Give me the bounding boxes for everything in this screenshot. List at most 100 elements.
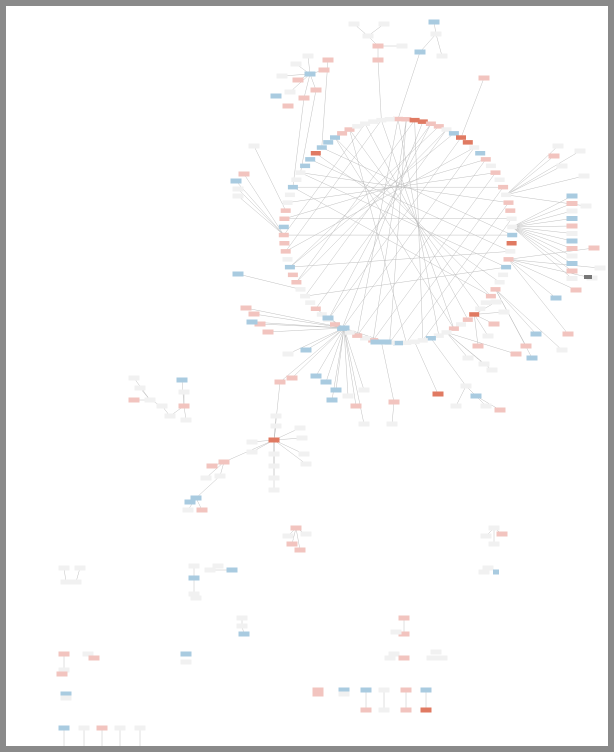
network-node[interactable] [501,264,512,270]
network-node[interactable] [378,687,390,693]
network-node[interactable] [480,533,492,539]
network-node[interactable] [390,629,402,635]
network-node[interactable] [310,373,322,379]
network-node[interactable] [409,339,420,345]
network-node[interactable] [60,691,72,697]
network-node[interactable] [344,127,355,132]
network-node[interactable] [475,151,486,156]
network-node[interactable] [450,403,462,409]
network-node[interactable] [566,231,578,236]
network-node[interactable] [282,351,294,357]
network-node[interactable] [469,145,480,150]
network-node[interactable] [456,135,466,140]
network-node[interactable] [482,565,494,571]
network-node[interactable] [380,339,392,345]
network-node[interactable] [178,389,190,395]
network-node[interactable] [503,257,514,262]
network-node[interactable] [360,707,372,713]
network-node[interactable] [448,131,459,136]
network-node[interactable] [96,725,108,731]
network-node[interactable] [578,173,590,179]
network-node[interactable] [246,319,258,325]
network-node[interactable] [188,591,200,597]
network-node[interactable] [409,117,420,123]
network-node[interactable] [548,153,560,159]
network-node[interactable] [470,393,482,399]
network-node[interactable] [280,208,291,213]
network-node[interactable] [433,333,444,338]
network-node[interactable] [505,208,516,213]
network-node[interactable] [460,383,472,389]
network-node[interactable] [428,19,440,25]
network-node[interactable] [284,264,295,270]
network-node[interactable] [441,330,452,335]
network-node[interactable] [190,595,202,601]
network-node[interactable] [302,53,314,59]
network-node[interactable] [417,119,428,124]
network-node[interactable] [420,707,432,713]
network-node[interactable] [300,347,312,353]
network-node[interactable] [480,300,491,305]
network-node[interactable] [566,216,578,221]
network-node[interactable] [291,177,302,183]
network-node[interactable] [248,311,260,317]
network-node[interactable] [262,329,274,335]
network-node[interactable] [268,463,280,469]
network-node[interactable] [433,124,444,129]
network-node[interactable] [462,355,474,361]
network-node[interactable] [507,224,518,230]
network-node[interactable] [490,170,501,175]
network-node[interactable] [214,473,226,479]
network-node[interactable] [78,725,90,731]
network-node[interactable] [552,143,564,149]
network-node[interactable] [280,249,291,254]
network-node[interactable] [400,707,412,713]
network-node[interactable] [566,276,578,281]
network-node[interactable] [82,651,94,657]
network-node[interactable] [218,459,230,465]
network-node[interactable] [362,33,374,39]
network-node[interactable] [287,272,298,278]
network-node[interactable] [503,200,514,205]
network-node[interactable] [232,193,244,199]
network-node[interactable] [398,631,410,637]
network-node[interactable] [488,525,500,531]
network-node[interactable] [401,340,412,346]
network-node[interactable] [268,437,280,443]
network-node[interactable] [485,163,496,169]
network-node[interactable] [393,116,403,122]
network-node[interactable] [574,148,586,154]
network-node[interactable] [236,615,248,621]
network-node[interactable] [310,306,321,312]
network-node[interactable] [58,651,70,657]
network-node[interactable] [296,435,308,441]
network-node[interactable] [290,61,302,67]
network-node[interactable] [488,541,500,547]
network-node[interactable] [316,312,327,317]
network-node[interactable] [550,295,562,301]
network-node[interactable] [478,569,490,575]
network-node[interactable] [176,377,188,383]
network-node[interactable] [480,403,492,409]
network-node[interactable] [494,407,506,413]
network-node[interactable] [430,649,442,655]
network-node[interactable] [310,151,321,156]
network-node[interactable] [378,707,390,713]
network-node[interactable] [478,361,490,367]
network-node[interactable] [338,691,350,697]
network-node[interactable] [396,43,408,49]
network-node[interactable] [498,184,509,190]
network-node[interactable] [384,117,395,122]
network-node[interactable] [128,397,140,403]
network-node[interactable] [279,216,290,222]
network-node[interactable] [60,695,72,701]
network-node[interactable] [469,312,480,317]
network-node[interactable] [58,725,70,731]
network-node[interactable] [350,403,362,409]
network-node[interactable] [287,184,298,190]
network-node[interactable] [184,499,196,505]
network-node[interactable] [485,293,496,299]
network-node[interactable] [270,413,282,419]
network-node[interactable] [322,315,334,321]
network-node[interactable] [562,331,574,337]
